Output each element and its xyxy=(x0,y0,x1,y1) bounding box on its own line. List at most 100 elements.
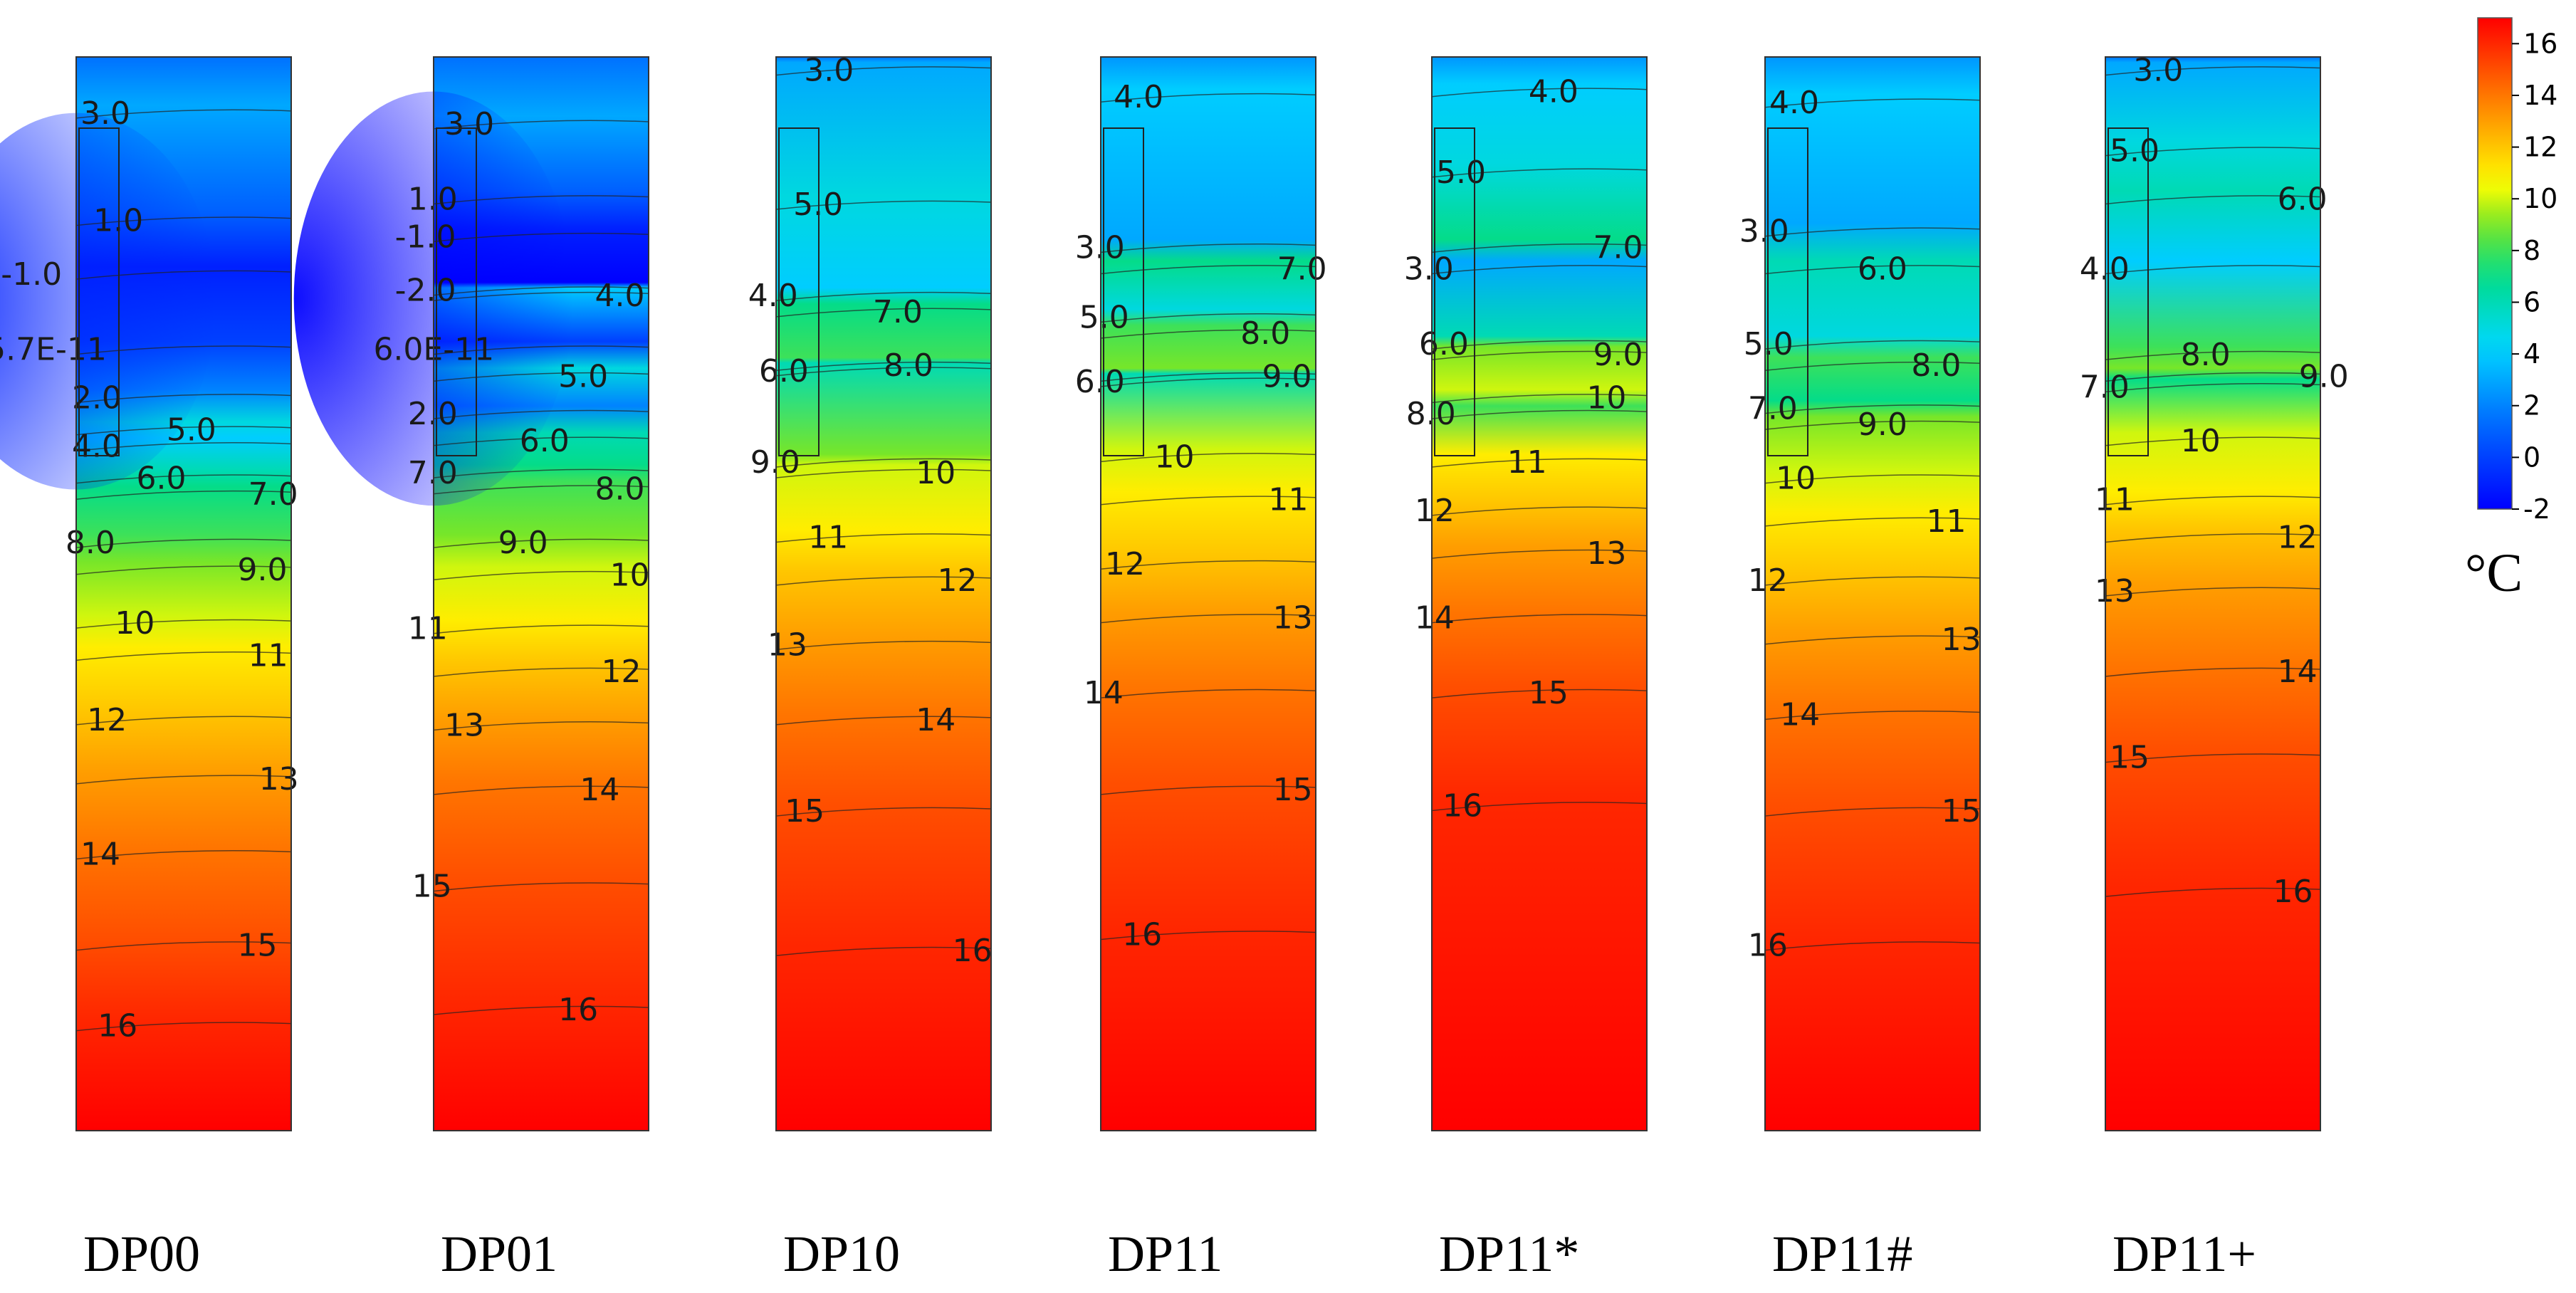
contour-line xyxy=(1431,614,1648,624)
contour-label: 8.0 xyxy=(2181,337,2231,373)
contour-line xyxy=(433,882,649,892)
contour-label: 12 xyxy=(1748,562,1788,599)
contour-label: 5.0 xyxy=(2110,133,2159,169)
contour-line xyxy=(1431,168,1648,178)
pipe-outline xyxy=(1103,127,1144,456)
contour-label: 7.0 xyxy=(1748,391,1798,427)
contour-line xyxy=(1100,689,1316,698)
contour-label: 9.0 xyxy=(498,525,548,561)
contour-label: 10 xyxy=(1155,439,1195,475)
contour-label: 4.0 xyxy=(748,278,798,314)
contour-label: 14 xyxy=(1780,696,1820,733)
contour-line xyxy=(1764,474,1981,484)
contour-line xyxy=(2105,887,2321,897)
contour-label: 8.0 xyxy=(884,347,933,384)
contour-line xyxy=(775,807,992,817)
contour-line xyxy=(775,716,992,726)
contour-label: 13 xyxy=(1273,600,1313,637)
contour-label: 16 xyxy=(1748,928,1788,964)
contour-line xyxy=(1100,496,1316,506)
contour-label: 12 xyxy=(602,654,642,690)
contour-line xyxy=(75,426,292,436)
contour-label: 9.0 xyxy=(750,444,800,481)
contour-label: 9.0 xyxy=(1262,358,1312,394)
contour-label: 5.0 xyxy=(1436,155,1486,191)
contour-label: 4.0 xyxy=(72,428,122,464)
contour-line xyxy=(1431,265,1648,275)
panel-border xyxy=(1764,56,1981,1131)
contour-label: 10 xyxy=(115,605,155,642)
contour-line xyxy=(433,570,649,581)
contour-label: 9.0 xyxy=(238,552,288,588)
panel-field xyxy=(1432,57,1647,1131)
contour-label: 7.0 xyxy=(1593,229,1643,266)
contour-label: 16 xyxy=(98,1008,137,1045)
contour-label: 5.0 xyxy=(167,412,216,449)
contour-line xyxy=(433,785,649,795)
contour-line xyxy=(75,216,292,226)
contour-label: 13 xyxy=(768,627,807,663)
contour-label: 11 xyxy=(2095,482,2135,518)
contour-line xyxy=(1100,93,1316,103)
contour-label: 15 xyxy=(238,928,278,964)
contour-line xyxy=(1431,689,1648,698)
contour-label: 12 xyxy=(938,562,978,599)
contour-line xyxy=(775,361,992,371)
contour-label: 7.0 xyxy=(408,455,458,491)
contour-label: 16 xyxy=(953,933,993,969)
contour-line xyxy=(2105,383,2321,393)
panel-caption: DP11 xyxy=(1108,1225,1222,1282)
pipe-outline xyxy=(436,127,477,456)
contour-line xyxy=(75,490,292,500)
contour-label: 6.0 xyxy=(1858,251,1907,288)
contour-line xyxy=(2105,350,2321,360)
contour-label: 10 xyxy=(1776,461,1816,497)
contour-line xyxy=(1100,329,1316,339)
contour-line xyxy=(433,538,649,548)
contour-label: 12 xyxy=(1105,546,1145,582)
contour-label: 2.0 xyxy=(408,396,458,432)
contour-line xyxy=(75,565,292,575)
panel-caption: DP11* xyxy=(1439,1225,1579,1282)
contour-line xyxy=(775,308,992,318)
contour-line xyxy=(1431,409,1648,419)
contour-line xyxy=(75,345,292,355)
contour-line xyxy=(75,474,292,484)
pipe-outline xyxy=(2108,127,2149,456)
contour-label: 16 xyxy=(558,992,598,1028)
contour-line xyxy=(75,716,292,726)
contour-label: 14 xyxy=(2278,654,2318,690)
contour-line xyxy=(1764,361,1981,371)
contour-line xyxy=(1100,560,1316,570)
contour-label: 15 xyxy=(1273,772,1313,808)
contour-line xyxy=(1764,98,1981,108)
contour-line xyxy=(433,1005,649,1015)
colorbar-tick-label: 10 xyxy=(2523,183,2557,214)
contour-label: 6.0 xyxy=(2278,182,2328,218)
colorbar-tick-label: 4 xyxy=(2523,338,2540,370)
contour-label: 3.0 xyxy=(1404,251,1454,288)
panel-1: 3.01.0-1.0-2.0 4.06.0E-115.02.06.07.0 8.09… xyxy=(293,56,650,1282)
contour-line xyxy=(2105,372,2321,382)
contour-label: 7.0 xyxy=(873,294,923,330)
contour-label: 11 xyxy=(408,611,448,647)
contour-line xyxy=(433,232,649,243)
contour-label: 15 xyxy=(1529,675,1569,711)
contour-label: 10 xyxy=(916,455,955,491)
contour-line xyxy=(1100,785,1316,795)
contour-label: 6.0 xyxy=(1075,364,1125,400)
contour-line xyxy=(75,941,292,951)
contour-label: 3.0 xyxy=(804,53,854,89)
contour-line xyxy=(1100,453,1316,463)
contour-line xyxy=(433,624,649,634)
contour-label: 7.0 xyxy=(248,476,298,513)
contour-label: 3.0 xyxy=(1739,214,1789,250)
contour-label: 15 xyxy=(2110,740,2150,776)
contour-label: 4.0 xyxy=(1769,85,1819,121)
contour-label: 11 xyxy=(1269,482,1309,518)
contour-line xyxy=(1764,404,1981,414)
contour-line xyxy=(433,195,649,205)
contour-line xyxy=(775,533,992,543)
colorbar-tick-label: 2 xyxy=(2523,390,2540,422)
cold-region xyxy=(0,112,216,490)
